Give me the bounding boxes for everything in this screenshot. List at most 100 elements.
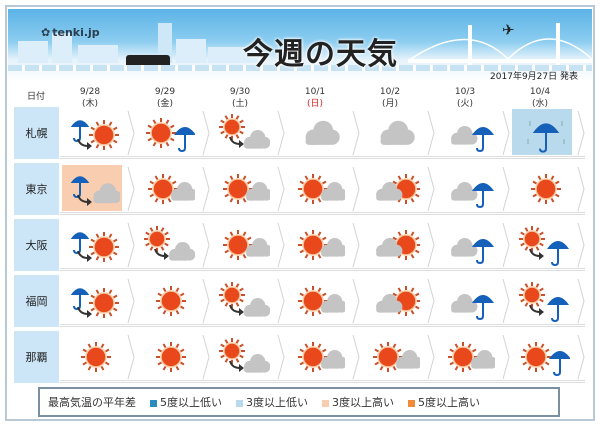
chevron-separator-icon	[577, 279, 585, 323]
temperature-legend: 最高気温の平年差 5度以上低い 3度以上低い 3度以上高い 5度以上高い	[38, 387, 560, 417]
forecast-cell[interactable]	[285, 163, 360, 215]
umbrella-icon	[70, 120, 90, 143]
day-header: 9/29 (金)	[135, 86, 195, 110]
chevron-separator-icon	[352, 111, 360, 155]
chevron-separator-icon	[127, 167, 135, 211]
weather-icon-sun-cloud	[298, 174, 345, 204]
umbrella-icon	[70, 288, 90, 311]
forecast-cell[interactable]	[360, 331, 435, 383]
transition-arrow-icon	[529, 248, 541, 257]
sun-icon	[223, 230, 253, 260]
weather-icon-cloud-rain	[451, 125, 494, 153]
legend-item: 3度以上低い	[236, 394, 308, 410]
sun-icon	[156, 342, 186, 372]
date-column-label: 日付	[26, 92, 45, 102]
day-date: 10/4	[529, 87, 551, 97]
weather-icon-rain-then-sun	[70, 288, 119, 318]
weather-icon-cloud-rain	[451, 237, 494, 265]
forecast-cell[interactable]	[360, 107, 435, 159]
forecast-cell[interactable]	[210, 107, 285, 159]
umbrella-icon	[472, 183, 494, 209]
umbrella-icon	[547, 297, 569, 323]
umbrella-icon	[532, 123, 560, 153]
forecast-cell[interactable]	[435, 163, 510, 215]
sun-icon	[298, 230, 328, 260]
forecast-cell[interactable]	[135, 275, 210, 327]
forecast-cell[interactable]	[360, 219, 435, 271]
forecast-cell[interactable]	[135, 331, 210, 383]
forecast-cell[interactable]	[60, 107, 135, 159]
transition-arrow-icon	[229, 304, 241, 313]
forecast-cell[interactable]	[435, 331, 510, 383]
weather-icon-sun-cloud	[298, 230, 345, 260]
day-of-week: (月)	[381, 99, 399, 109]
city-label: 福岡	[14, 275, 59, 327]
transition-arrow-icon	[229, 360, 241, 369]
weather-icon-sun	[531, 174, 561, 204]
forecast-cell[interactable]	[135, 163, 210, 215]
weather-icon-sun-rain	[521, 342, 570, 377]
weather-icon-sun-then-rain	[519, 226, 569, 267]
day-date: 9/29	[154, 87, 176, 97]
forecast-cell[interactable]	[210, 219, 285, 271]
day-of-week: (水)	[531, 99, 549, 109]
forecast-cell[interactable]	[60, 275, 135, 327]
chevron-separator-icon	[202, 111, 210, 155]
day-date: 9/30	[229, 87, 251, 97]
forecast-cell[interactable]	[435, 219, 510, 271]
weather-icon-sun-cloud	[298, 342, 345, 372]
transition-arrow-icon	[77, 250, 89, 259]
transition-arrow-icon	[229, 136, 241, 145]
forecast-cell[interactable]	[60, 331, 135, 383]
weather-icon-rain	[527, 121, 565, 153]
tenki-logo[interactable]: ✿ tenki.jp	[41, 26, 100, 39]
sun-icon	[81, 342, 111, 372]
weather-icon-sun-cloud	[373, 342, 420, 372]
weather-icon-rain-then-cloud	[70, 176, 120, 206]
forecast-cell[interactable]	[135, 107, 210, 159]
forecast-cell[interactable]	[435, 275, 510, 327]
forecast-cell[interactable]	[510, 219, 585, 271]
forecast-cell[interactable]	[510, 275, 585, 327]
day-date: 10/2	[379, 87, 401, 97]
forecast-cell[interactable]	[210, 331, 285, 383]
forecast-cell[interactable]	[435, 107, 510, 159]
transition-arrow-icon	[154, 248, 166, 257]
day-header: 10/2 (月)	[360, 86, 420, 110]
transition-arrow-icon	[77, 306, 89, 315]
forecast-cell[interactable]	[60, 219, 135, 271]
chevron-separator-icon	[127, 279, 135, 323]
forecast-cell[interactable]	[285, 219, 360, 271]
cloud-icon	[321, 237, 345, 257]
cloud-icon	[244, 297, 270, 317]
weather-icon-sun-then-cloud	[219, 338, 270, 373]
cloud-icon	[171, 181, 195, 201]
sun-icon	[219, 282, 245, 308]
chevron-separator-icon	[202, 167, 210, 211]
day-header: 9/30 (土)	[210, 86, 270, 110]
chevron-separator-icon	[427, 279, 435, 323]
cloud-icon	[305, 120, 340, 145]
forecast-cell[interactable]	[285, 275, 360, 327]
forecast-cell[interactable]	[510, 107, 585, 159]
weather-icon-sun-then-cloud	[219, 282, 270, 317]
bridge-icon	[408, 23, 592, 65]
weather-icon-sun	[156, 286, 186, 316]
chevron-separator-icon	[277, 279, 285, 323]
sun-icon	[219, 114, 245, 140]
forecast-cell[interactable]	[285, 107, 360, 159]
forecast-cell[interactable]	[510, 163, 585, 215]
forecast-cell[interactable]	[360, 275, 435, 327]
forecast-cell[interactable]	[285, 331, 360, 383]
forecast-cell[interactable]	[510, 331, 585, 383]
forecast-cell[interactable]	[135, 219, 210, 271]
sun-icon	[298, 286, 328, 316]
forecast-cell[interactable]	[60, 163, 135, 215]
chevron-separator-icon	[202, 223, 210, 267]
cloud-icon	[471, 349, 495, 369]
forecast-cell[interactable]	[210, 275, 285, 327]
weather-icon-rain-then-sun	[70, 232, 119, 262]
chevron-separator-icon	[277, 167, 285, 211]
forecast-cell[interactable]	[360, 163, 435, 215]
forecast-cell[interactable]	[210, 163, 285, 215]
